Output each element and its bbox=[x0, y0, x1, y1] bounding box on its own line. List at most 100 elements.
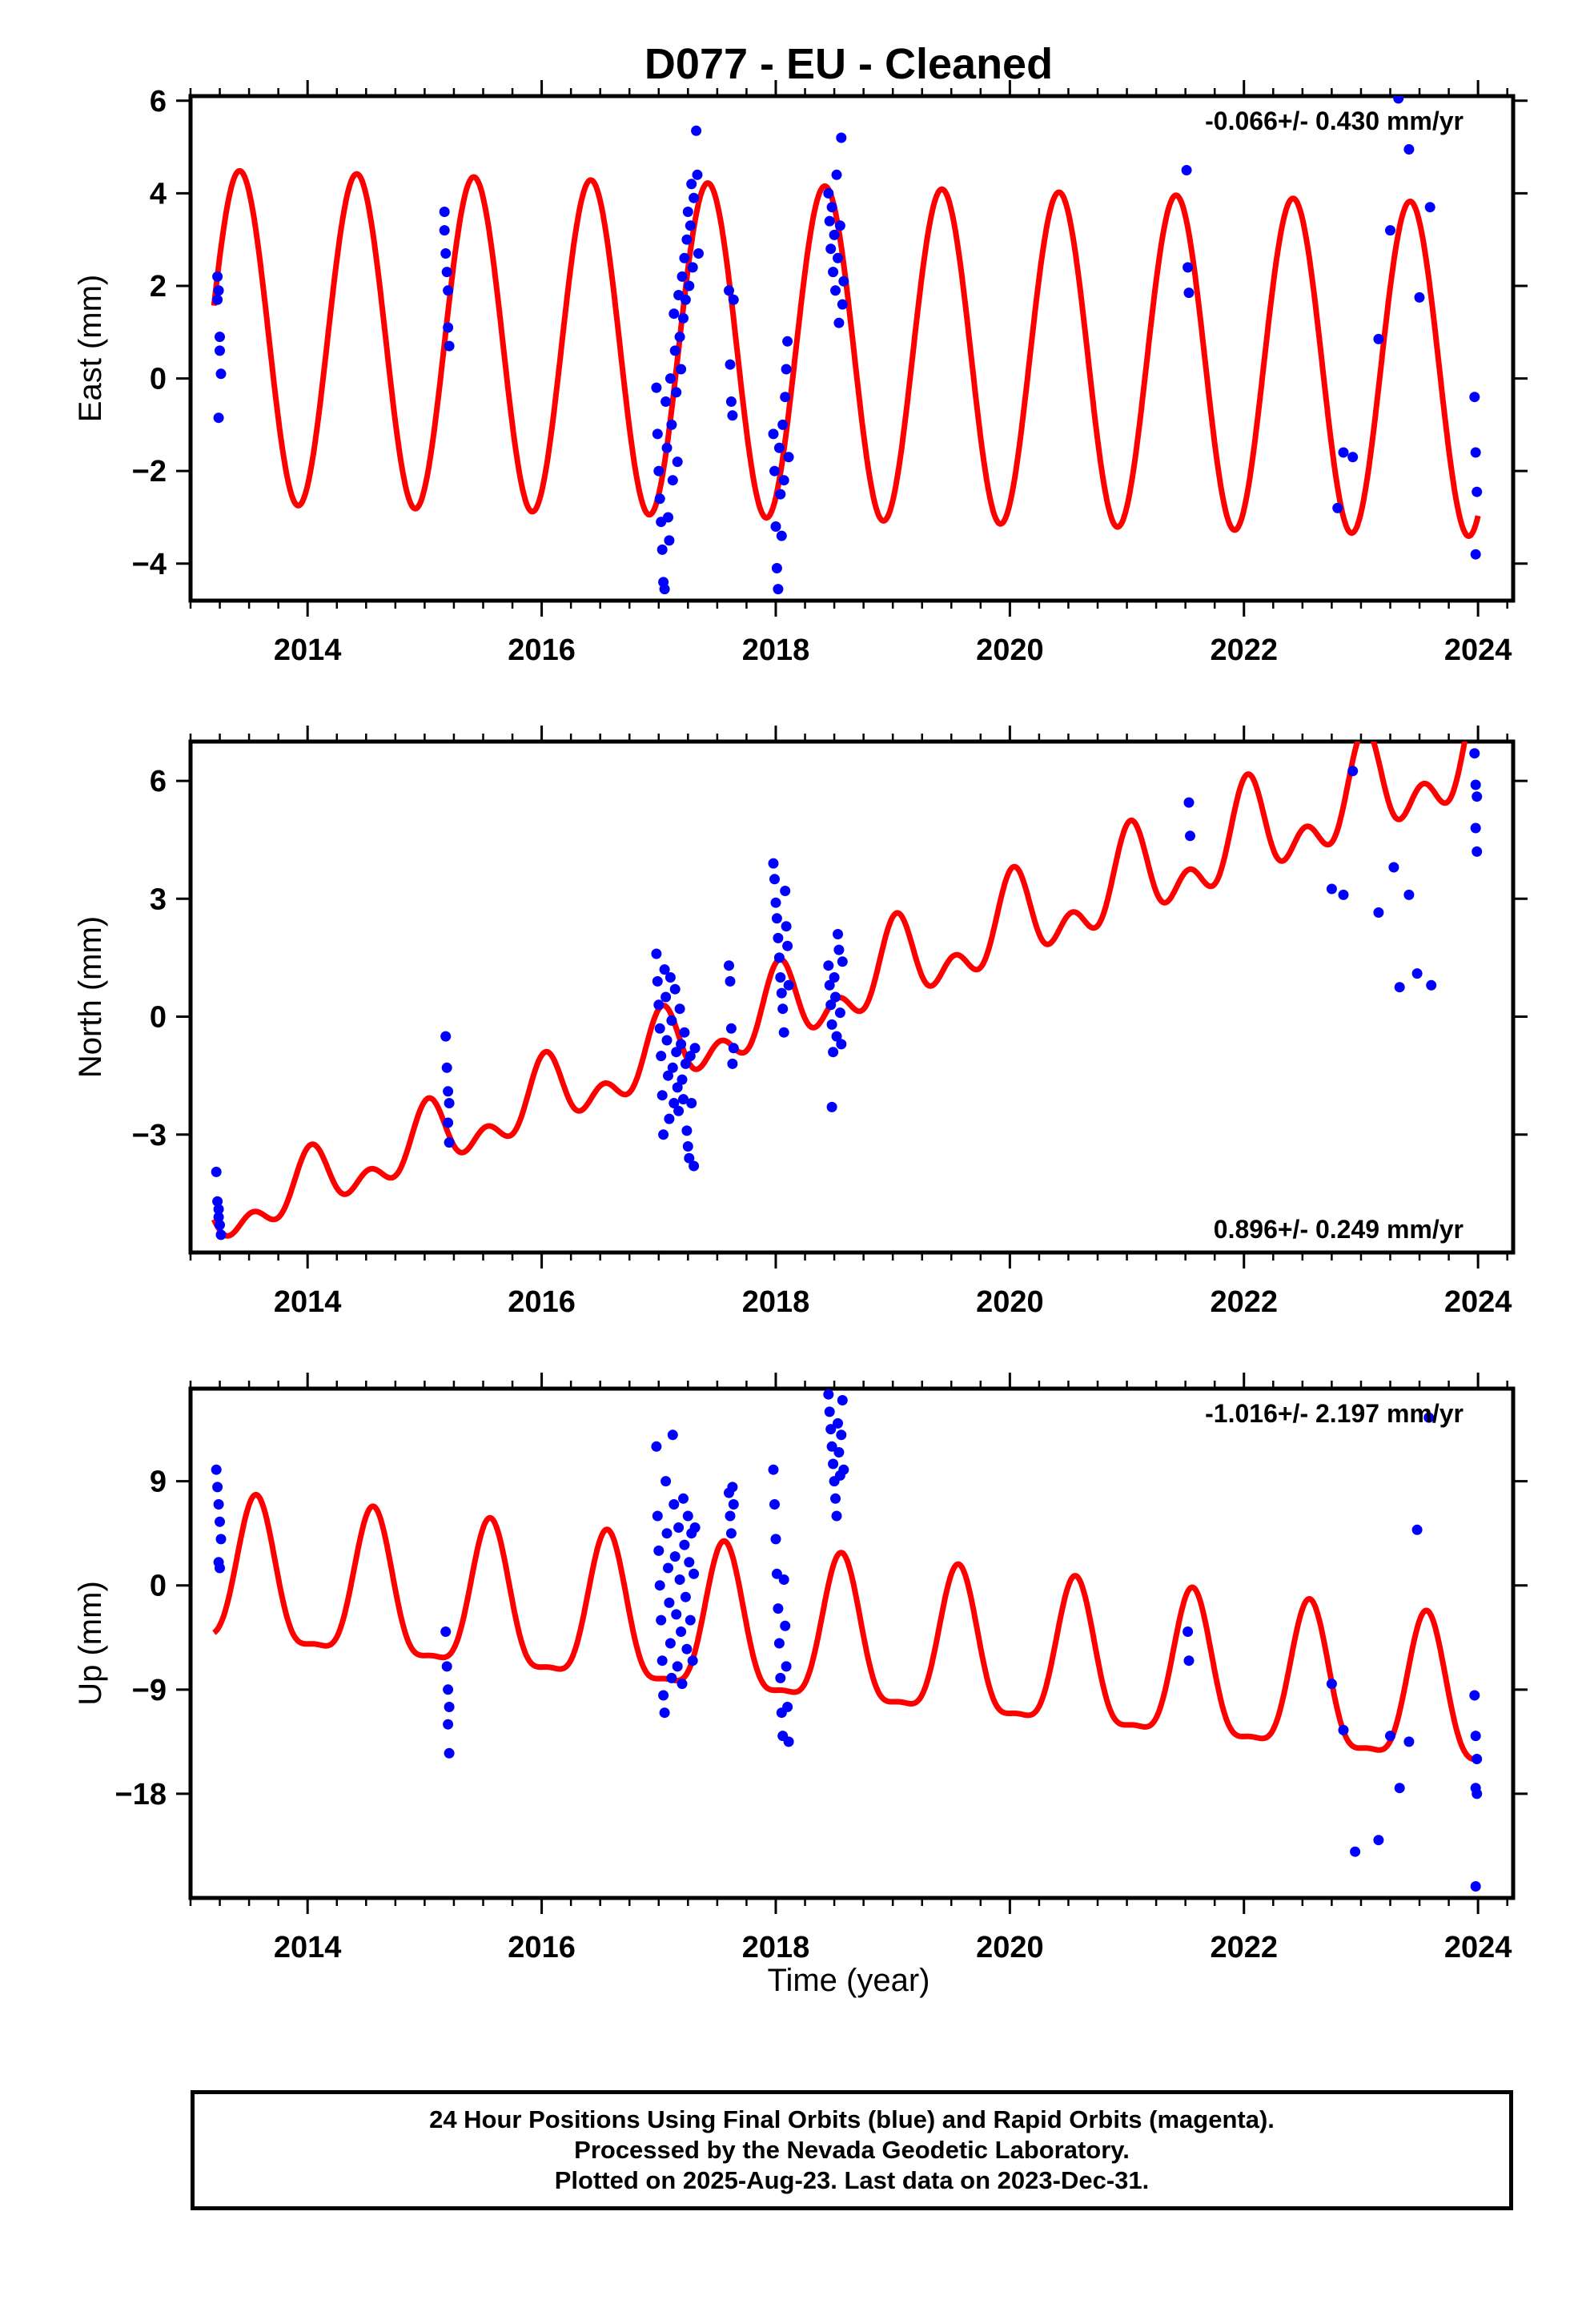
data-point bbox=[674, 1003, 685, 1015]
y-tick-label: −18 bbox=[115, 1778, 167, 1811]
data-point bbox=[826, 1101, 837, 1112]
data-point bbox=[1182, 1626, 1194, 1637]
data-point bbox=[676, 1626, 687, 1637]
x-tick-label: 2018 bbox=[742, 1931, 810, 1964]
data-point bbox=[213, 1212, 224, 1223]
data-point bbox=[681, 1125, 693, 1136]
data-point bbox=[687, 262, 698, 273]
data-point bbox=[661, 991, 672, 1003]
data-point bbox=[1388, 862, 1399, 873]
data-point bbox=[213, 412, 224, 424]
data-point bbox=[661, 1528, 673, 1539]
footer-line-1: 24 Hour Positions Using Final Orbits (bl… bbox=[429, 2105, 1275, 2133]
data-point bbox=[666, 419, 677, 430]
data-point bbox=[661, 1476, 672, 1487]
data-point bbox=[1338, 1724, 1349, 1735]
data-point bbox=[681, 1643, 693, 1655]
data-point bbox=[1403, 889, 1415, 900]
data-point bbox=[826, 202, 837, 213]
data-point bbox=[728, 1043, 739, 1054]
data-point bbox=[669, 1499, 680, 1510]
data-point bbox=[837, 299, 848, 310]
data-point bbox=[1470, 1731, 1481, 1742]
data-point bbox=[725, 975, 736, 987]
plot-frame bbox=[188, 94, 1516, 603]
data-point bbox=[667, 1429, 678, 1441]
y-tick-label: 4 bbox=[150, 177, 167, 211]
data-point bbox=[775, 489, 786, 500]
data-point bbox=[833, 252, 843, 263]
data-point bbox=[212, 271, 223, 282]
data-point bbox=[826, 1019, 837, 1030]
data-point bbox=[833, 1417, 843, 1429]
rate-label: -1.016+/- 2.197 mm/yr bbox=[1205, 1399, 1464, 1428]
data-point bbox=[664, 1597, 675, 1608]
data-point bbox=[669, 1551, 681, 1562]
data-point bbox=[693, 248, 704, 259]
data-point bbox=[439, 225, 450, 236]
data-point bbox=[782, 336, 793, 347]
data-point bbox=[727, 1058, 738, 1069]
data-point bbox=[679, 252, 690, 263]
data-point bbox=[652, 975, 663, 987]
data-point bbox=[1423, 1412, 1435, 1423]
data-point bbox=[687, 1655, 698, 1667]
data-point bbox=[663, 1562, 673, 1574]
x-tick-label: 2018 bbox=[742, 633, 810, 667]
data-point bbox=[783, 452, 794, 463]
data-point bbox=[671, 1047, 682, 1058]
data-point bbox=[725, 359, 736, 370]
x-tick-label: 2022 bbox=[1210, 633, 1278, 667]
data-point bbox=[682, 1141, 693, 1152]
data-point bbox=[1338, 889, 1349, 900]
data-point bbox=[780, 886, 791, 896]
data-point bbox=[771, 563, 782, 573]
data-point bbox=[674, 332, 685, 343]
data-point bbox=[661, 396, 672, 407]
x-tick-label: 2016 bbox=[508, 633, 576, 667]
data-point bbox=[651, 1441, 662, 1452]
data-point bbox=[727, 1482, 738, 1493]
data-point bbox=[725, 396, 737, 407]
data-point bbox=[684, 280, 695, 292]
data-point bbox=[672, 1082, 683, 1093]
data-point bbox=[1394, 1783, 1405, 1794]
data-point bbox=[833, 944, 845, 955]
data-point bbox=[783, 979, 794, 991]
data-point bbox=[653, 1545, 665, 1556]
data-point bbox=[773, 584, 784, 595]
data-point bbox=[671, 1609, 682, 1620]
x-axis-title: Time (year) bbox=[768, 1963, 930, 1998]
x-tick-label: 2022 bbox=[1210, 1931, 1278, 1964]
rate-label: 0.896+/- 0.249 mm/yr bbox=[1214, 1215, 1464, 1244]
data-point bbox=[830, 285, 841, 296]
data-point bbox=[1183, 1655, 1195, 1667]
y-axis-label: East (mm) bbox=[73, 275, 108, 422]
data-point bbox=[669, 308, 680, 320]
data-point bbox=[836, 1039, 847, 1050]
data-point bbox=[1393, 96, 1404, 104]
data-point bbox=[689, 1568, 700, 1579]
data-point bbox=[778, 475, 789, 486]
data-point bbox=[1183, 797, 1195, 808]
data-point bbox=[782, 940, 793, 951]
data-point bbox=[682, 1510, 693, 1522]
y-tick-label: −4 bbox=[132, 548, 167, 581]
data-point bbox=[824, 215, 835, 227]
y-tick-label: 0 bbox=[150, 1570, 167, 1603]
data-point bbox=[775, 972, 786, 983]
data-point bbox=[1472, 486, 1483, 497]
data-point bbox=[768, 1464, 779, 1475]
data-point bbox=[680, 294, 691, 305]
data-point bbox=[674, 1574, 685, 1585]
data-point bbox=[780, 392, 791, 403]
data-point bbox=[443, 322, 454, 333]
y-axis-label: North (mm) bbox=[73, 916, 108, 1078]
data-point bbox=[665, 1638, 676, 1649]
data-point bbox=[1373, 1835, 1384, 1846]
data-point bbox=[658, 1129, 669, 1140]
x-tick-label: 2018 bbox=[742, 1285, 810, 1319]
data-point bbox=[692, 169, 703, 180]
data-point bbox=[728, 294, 739, 305]
